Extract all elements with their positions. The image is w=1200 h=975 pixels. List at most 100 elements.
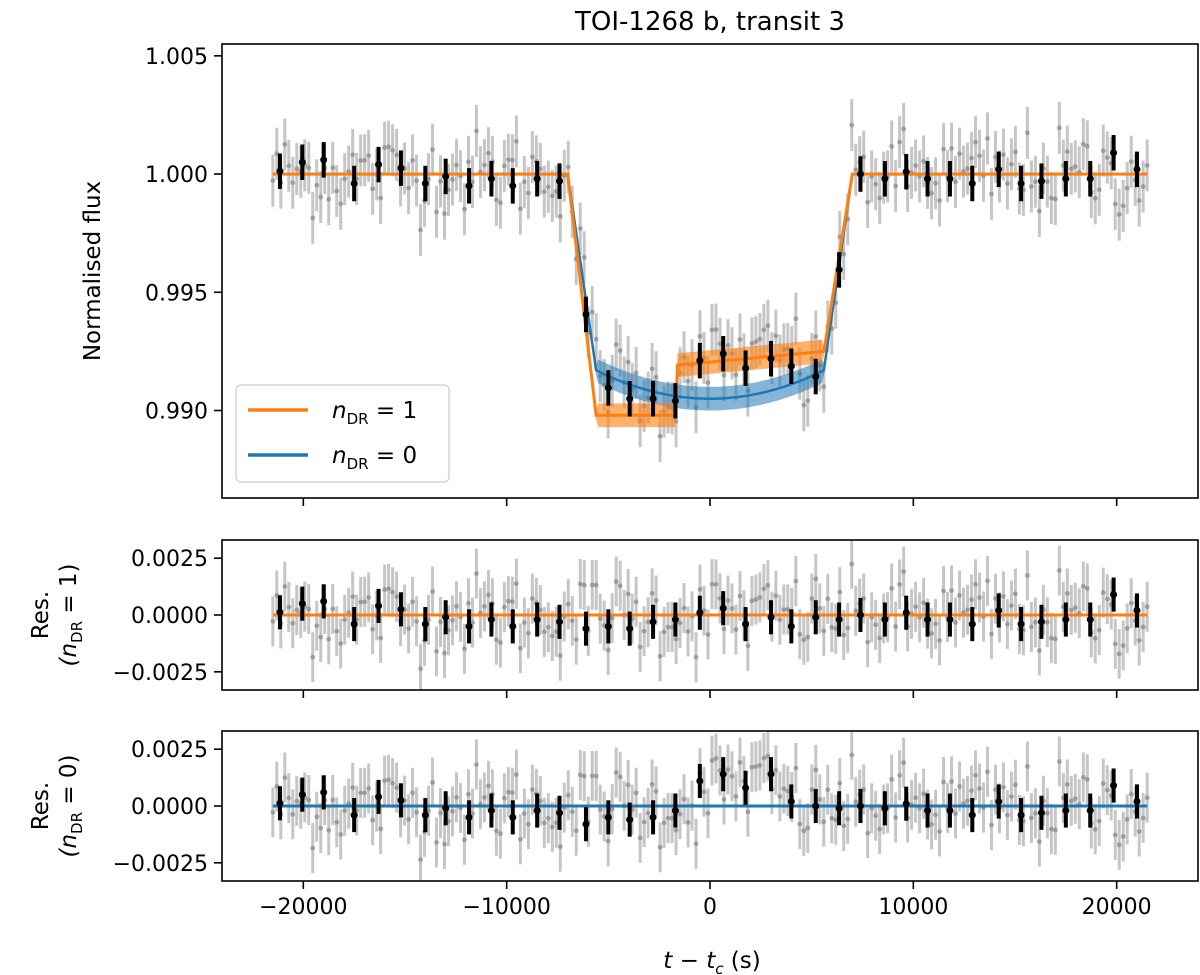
flux-raw-point: [877, 195, 883, 201]
res0-raw-point: [777, 794, 783, 799]
res0-raw-point: [438, 810, 443, 816]
res1-raw-point: [721, 626, 727, 632]
res0-raw-point: [1009, 794, 1014, 799]
res1-raw-point: [653, 598, 659, 603]
res1-raw-point: [841, 632, 847, 638]
flux-raw-point: [1136, 198, 1142, 203]
res1-raw-point: [665, 624, 671, 630]
res1-raw-point: [993, 596, 998, 602]
res0-raw-point: [486, 783, 491, 789]
res0-raw-point: [454, 794, 459, 800]
flux-binned-point: [787, 362, 795, 370]
res0-binned-point: [767, 770, 775, 778]
flux-raw-point: [517, 206, 523, 212]
res0-binned-point: [626, 816, 634, 824]
res1-raw-point: [773, 593, 779, 599]
res1-binned-point: [1086, 616, 1094, 624]
flux-raw-point: [865, 199, 871, 205]
res1-raw-point: [737, 593, 743, 599]
flux-raw-point: [282, 142, 288, 147]
res0-binned-point: [375, 793, 383, 801]
res1-raw-point: [845, 625, 851, 631]
res1-raw-point: [613, 579, 619, 584]
res1-raw-point: [1052, 636, 1058, 642]
res0-binned-point: [719, 770, 727, 778]
flux-binned-point: [1133, 165, 1141, 173]
res0-binned-point: [902, 800, 910, 808]
flux-raw-point: [577, 226, 583, 231]
res0-raw-point: [901, 760, 907, 766]
flux-raw-point: [382, 145, 388, 151]
res0-raw-point: [1044, 810, 1050, 816]
res1-raw-point: [545, 624, 551, 630]
res0-binned-point: [881, 804, 889, 812]
flux-raw-point: [1096, 187, 1102, 193]
flux-ytick-label: 1.000: [145, 163, 208, 188]
flux-raw-point: [338, 201, 344, 207]
flux-raw-point: [941, 146, 946, 152]
flux-raw-point: [390, 147, 396, 153]
res1-raw-point: [474, 571, 479, 576]
res1-raw-point: [825, 596, 831, 602]
res1-raw-point: [565, 601, 571, 607]
res1-binned-point: [719, 604, 727, 612]
res1-raw-point: [785, 607, 791, 612]
flux-binned-point: [1062, 175, 1070, 183]
res1-raw-point: [1092, 635, 1098, 641]
res1-binned-point: [604, 622, 612, 630]
flux-raw-point: [509, 157, 515, 163]
res1-raw-point: [414, 618, 419, 624]
flux-raw-point: [581, 254, 587, 260]
flux-binned-point: [626, 395, 634, 403]
res0-xtick-label: 10000: [878, 895, 948, 920]
res1-raw-point: [853, 608, 859, 614]
flux-binned-point: [604, 384, 612, 392]
flux-raw-point: [466, 159, 471, 165]
res1-raw-point: [386, 586, 392, 592]
res0-raw-point: [1048, 826, 1054, 832]
res1-raw-point: [497, 640, 503, 646]
res0-raw-point: [513, 772, 519, 777]
res0-raw-point: [937, 828, 942, 834]
res1-raw-point: [729, 606, 735, 611]
res1-binned-point: [787, 622, 795, 630]
flux-raw-point: [462, 206, 467, 212]
res1-raw-point: [681, 605, 687, 611]
res0-raw-point: [609, 806, 615, 812]
res0-raw-point: [358, 790, 364, 796]
flux-raw-point: [713, 327, 719, 333]
flux-raw-point: [649, 366, 655, 372]
flux-raw-point: [330, 165, 336, 171]
flux-raw-point: [977, 153, 982, 159]
res1-raw-point: [362, 599, 368, 605]
flux-raw-point: [733, 372, 739, 378]
flux-binned-point: [375, 161, 383, 169]
res1-raw-point: [809, 596, 815, 601]
res1-raw-point: [1068, 607, 1074, 613]
res1-raw-point: [705, 632, 711, 637]
res0-raw-point: [597, 807, 603, 813]
res0-raw-point: [969, 788, 974, 794]
res0-raw-point: [314, 814, 320, 820]
res0-y-axis-label-line2: (nDR = 0): [56, 754, 86, 857]
res0-plot-area: [270, 731, 1150, 881]
res1-raw-point: [394, 594, 399, 599]
flux-binned-point: [509, 182, 517, 190]
res1-raw-point: [609, 615, 615, 621]
res0-raw-point: [737, 759, 743, 765]
flux-raw-point: [1140, 184, 1146, 189]
flux-binned-point: [649, 395, 657, 403]
flux-raw-point: [414, 178, 419, 184]
res0-raw-point: [1080, 774, 1086, 780]
res1-raw-point: [505, 598, 511, 604]
flux-raw-point: [757, 336, 763, 342]
flux-raw-point: [1080, 141, 1086, 147]
flux-raw-point: [294, 166, 300, 172]
res0-raw-point: [334, 819, 340, 825]
svg-text:t − tc (s): t − tc (s): [663, 948, 760, 975]
res0-raw-point: [653, 789, 659, 794]
res1-raw-point: [989, 631, 994, 637]
res1-raw-point: [745, 643, 751, 649]
res1-raw-point: [897, 581, 903, 587]
flux-raw-point: [565, 164, 571, 170]
